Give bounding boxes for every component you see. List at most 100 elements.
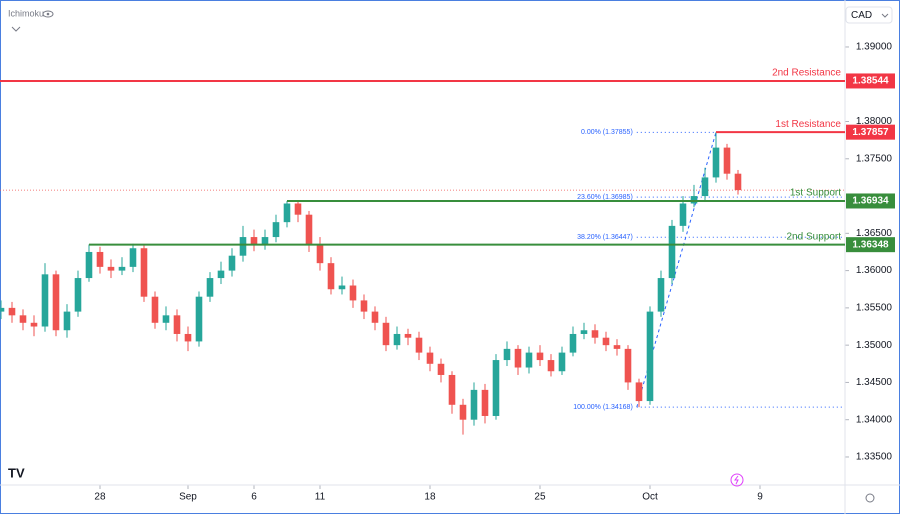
candle-body	[0, 307, 5, 312]
candle-body	[41, 274, 49, 327]
collapse-icon[interactable]	[11, 26, 21, 32]
candle-body	[580, 330, 588, 334]
candle-body	[272, 222, 280, 238]
candle-body	[646, 311, 654, 402]
candle-body	[492, 360, 500, 416]
event-bolt	[734, 475, 739, 485]
candle-body	[635, 382, 643, 402]
price-badge	[846, 73, 895, 89]
candle-body	[712, 147, 720, 178]
candle-body	[569, 333, 577, 353]
event-icon[interactable]	[730, 473, 744, 487]
candle-body	[558, 352, 566, 372]
x-tick-label: Oct	[642, 492, 658, 503]
fib-label: 23.60% (1.36985)	[577, 194, 633, 201]
level-label: 2nd Resistance	[772, 68, 841, 79]
candle-body	[613, 345, 621, 349]
candle-body	[294, 203, 302, 215]
candle-body	[261, 237, 269, 245]
price-badge-label: 1.37857	[852, 127, 889, 138]
candle-body	[30, 322, 38, 327]
y-tick-label: 1.34500	[856, 377, 893, 388]
candle-body	[206, 278, 214, 297]
candle-body	[382, 322, 390, 346]
candle-body	[734, 173, 742, 191]
logo: TV	[8, 465, 25, 480]
x-tick-label: 9	[757, 492, 763, 503]
candle-body	[8, 307, 16, 316]
fib-label: 38.20% (1.36447)	[577, 234, 633, 241]
x-tick-label: 11	[315, 492, 326, 503]
level-label: 1st Resistance	[775, 119, 841, 130]
candle-body	[151, 296, 159, 323]
candle-body	[338, 285, 346, 290]
candle-body	[602, 337, 610, 346]
candle-body	[481, 389, 489, 416]
candle-body	[96, 251, 104, 267]
y-tick-label: 1.35000	[856, 340, 893, 351]
candle-body	[74, 278, 82, 312]
candle-body	[140, 248, 148, 297]
candle-body	[217, 270, 225, 279]
candle-body	[129, 248, 137, 267]
candle-body	[591, 330, 599, 338]
y-tick-label: 1.37500	[856, 153, 893, 164]
candle-body	[426, 352, 434, 364]
candle-body	[228, 255, 236, 271]
candle-body	[162, 315, 170, 323]
candle-body	[107, 266, 115, 271]
candle-body	[393, 333, 401, 346]
candle-body	[63, 311, 71, 331]
candle-body	[85, 251, 93, 279]
y-tick-label: 1.35500	[856, 303, 893, 314]
candle-body	[657, 278, 665, 312]
candle-body	[305, 214, 313, 245]
candle-body	[327, 263, 335, 290]
candle-body	[283, 203, 291, 223]
candle-body	[19, 315, 27, 323]
currency-select[interactable]	[845, 6, 893, 24]
level-label: 1st Support	[790, 188, 841, 199]
price-badge	[846, 193, 895, 209]
candle-body	[448, 374, 456, 405]
candle-body	[349, 285, 357, 301]
candle-body	[690, 196, 698, 204]
x-tick-label: 18	[424, 492, 436, 503]
x-tick-label: 28	[94, 492, 106, 503]
candle-body	[547, 360, 555, 372]
y-tick-label: 1.38000	[856, 116, 893, 127]
x-tick-label: 25	[534, 492, 546, 503]
candle-body	[701, 177, 709, 197]
candle-body	[668, 225, 676, 279]
candle-body	[415, 337, 423, 353]
candle-body	[536, 352, 544, 361]
candle-body	[250, 237, 258, 245]
candle-body	[52, 274, 60, 331]
indicator-name: Ichimoku	[8, 8, 44, 18]
candle-body	[371, 311, 379, 323]
candle-body	[316, 244, 324, 264]
y-tick-label: 1.39000	[856, 42, 893, 53]
candle-body	[470, 389, 478, 420]
fib-label: 100.00% (1.34168)	[573, 404, 633, 411]
x-tick-label: Sep	[179, 492, 197, 503]
settings-icon[interactable]	[865, 493, 875, 503]
candle-body	[459, 404, 467, 420]
candle-body	[404, 333, 412, 338]
candle-body	[239, 237, 247, 256]
candle-body	[624, 348, 632, 383]
eye-icon[interactable]	[42, 10, 54, 18]
y-tick-label: 1.33500	[856, 452, 893, 463]
x-tick-label: 6	[251, 492, 257, 503]
candle-body	[184, 333, 192, 342]
candle-body	[723, 147, 731, 174]
price-badge	[846, 124, 895, 140]
candle-body	[437, 363, 445, 375]
candle-body	[514, 348, 522, 368]
currency-label: CAD	[851, 10, 872, 21]
level-label: 2nd Support	[787, 231, 842, 242]
price-badge-label: 1.36934	[852, 196, 889, 207]
